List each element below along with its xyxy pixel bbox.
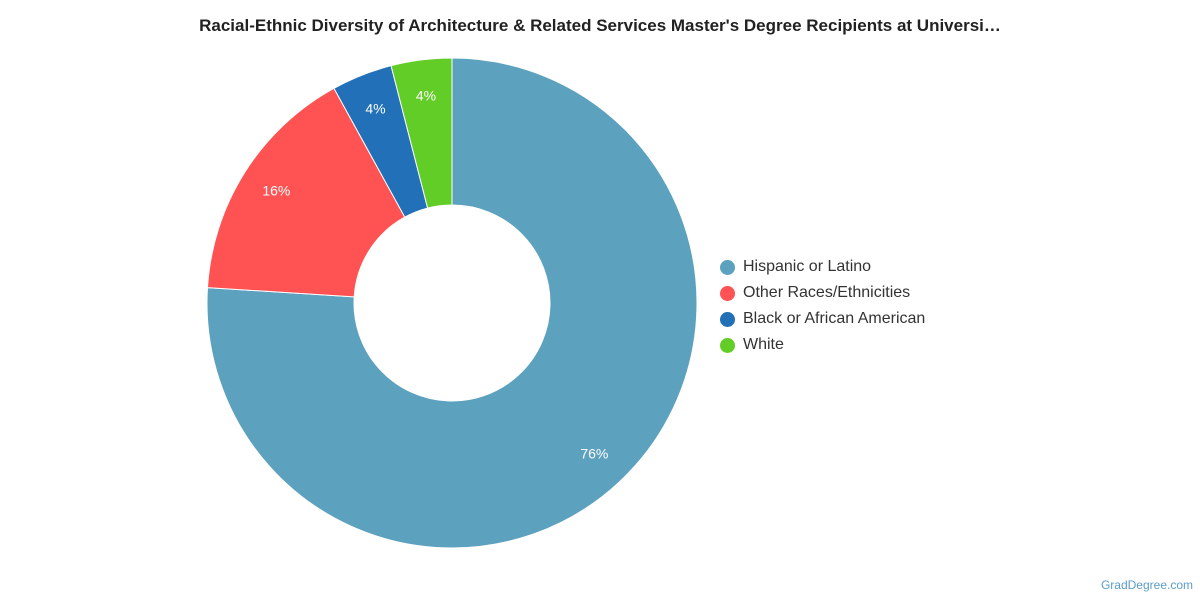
chart-title: Racial-Ethnic Diversity of Architecture … <box>199 16 1001 35</box>
donut-slices <box>206 57 698 549</box>
legend-swatch-hispanic-or-latino <box>720 259 735 275</box>
legend-label-other-races: Other Races/Ethnicities <box>743 284 911 301</box>
slice-hispanic-or-latino[interactable] <box>206 57 698 549</box>
legend-item-white[interactable]: White <box>720 332 925 358</box>
slice-label-black-or-african-american: 4% <box>365 100 385 116</box>
legend-swatch-other-races <box>720 285 735 301</box>
legend-label-black-or-african-american: Black or African American <box>743 310 926 327</box>
legend: Hispanic or Latino Other Races/Ethniciti… <box>720 254 925 358</box>
slice-labels: 76% 16% 4% 4% <box>262 87 608 461</box>
slice-other-races-ethnicities[interactable] <box>206 87 406 298</box>
legend-label-hispanic-or-latino: Hispanic or Latino <box>743 258 872 275</box>
source-credit[interactable]: GradDegree.com <box>1100 578 1193 592</box>
slice-white[interactable] <box>390 57 453 209</box>
legend-swatch-black-or-african-american <box>720 311 735 327</box>
legend-swatch-white <box>720 337 735 353</box>
legend-item-black-or-african-american[interactable]: Black or African American <box>720 306 925 332</box>
slice-label-white: 4% <box>416 87 436 103</box>
legend-item-hispanic-or-latino[interactable]: Hispanic or Latino <box>720 254 925 280</box>
legend-item-other-races[interactable]: Other Races/Ethnicities <box>720 280 925 306</box>
slice-label-other-races-ethnicities: 16% <box>262 182 290 198</box>
legend-label-white: White <box>743 336 784 353</box>
slice-label-hispanic-or-latino: 76% <box>580 445 608 461</box>
